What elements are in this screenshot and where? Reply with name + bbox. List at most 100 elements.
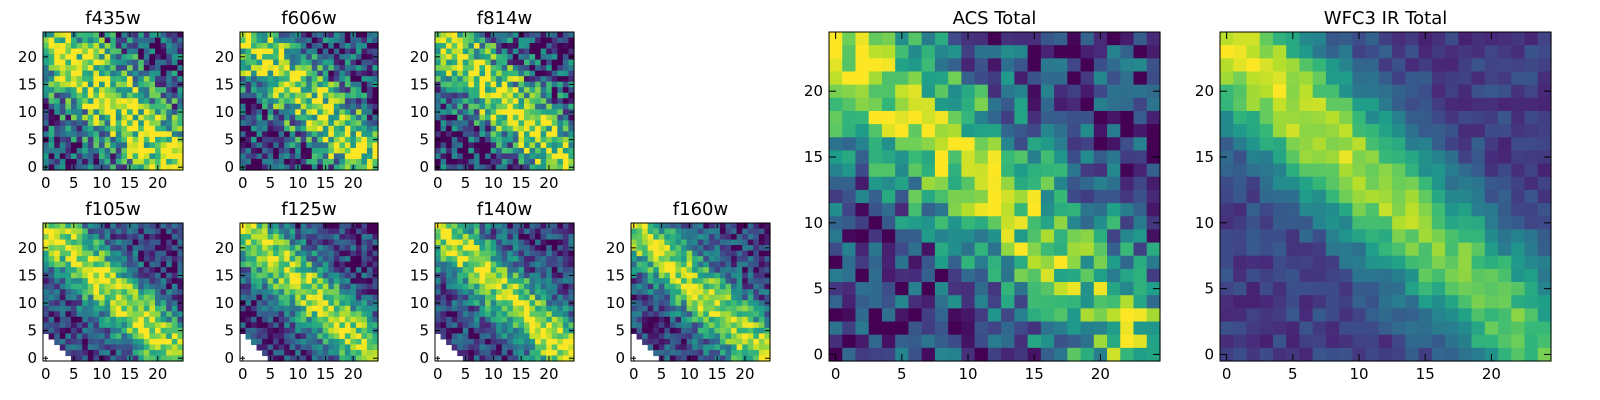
heatmap-cell (485, 147, 492, 155)
heatmap-cell (322, 43, 329, 50)
heatmap-cell (160, 261, 167, 268)
heatmap-cell (93, 153, 100, 160)
heatmap-cell (1146, 97, 1161, 112)
heatmap-cell (295, 267, 302, 274)
x-tick-label: 5 (657, 365, 667, 383)
heatmap-cell (339, 114, 346, 121)
heatmap-cell (658, 272, 665, 279)
heatmap-cell (48, 81, 55, 88)
heatmap-cell (132, 272, 139, 279)
heatmap-cell (322, 142, 329, 149)
heatmap-cell (462, 103, 469, 110)
heatmap-cell (295, 250, 302, 257)
heatmap-cell (48, 272, 55, 279)
heatmap-cell (350, 142, 357, 149)
heatmap-cell (1093, 203, 1108, 217)
heatmap-cell (523, 261, 531, 268)
heatmap-cell (496, 311, 503, 318)
heatmap-cell (697, 250, 704, 257)
heatmap-cell (642, 322, 649, 329)
heatmap-cell (328, 37, 335, 44)
heatmap-cell (121, 92, 128, 99)
heatmap-cell (523, 289, 531, 296)
heatmap-cell (473, 344, 481, 351)
heatmap-cell (344, 98, 351, 105)
heatmap-cell (160, 109, 167, 116)
heatmap-cell (104, 344, 111, 351)
heatmap-cell (306, 76, 313, 83)
heatmap-cell (546, 327, 553, 334)
heatmap-cell (446, 65, 453, 72)
heatmap-cell (473, 355, 481, 362)
heatmap-cell (300, 256, 307, 263)
heatmap-cell (59, 234, 66, 241)
heatmap-cell (355, 283, 363, 290)
heatmap-cell (104, 142, 111, 149)
heatmap-cell (262, 109, 269, 116)
heatmap-cell (642, 333, 649, 340)
heatmap-cell (551, 92, 558, 99)
heatmap-cell (110, 76, 117, 83)
heatmap-cell (328, 114, 335, 121)
heatmap-cell (278, 300, 285, 307)
heatmap-cell (333, 223, 340, 230)
heatmap-cell (99, 114, 106, 121)
heatmap-cell (742, 305, 749, 312)
heatmap-cell (764, 316, 771, 323)
heatmap-cell (507, 272, 514, 279)
heatmap-cell (714, 228, 721, 235)
heatmap-cell (653, 333, 660, 340)
heatmap-cell (311, 81, 318, 88)
heatmap-cell (664, 327, 671, 334)
heatmap-cell (54, 245, 61, 252)
heatmap-cell (568, 32, 575, 39)
y-tick-label: 10 (410, 294, 429, 312)
heatmap-cell (518, 283, 525, 290)
heatmap-cell (166, 322, 173, 329)
heatmap-cell (350, 338, 357, 346)
heatmap-cell (546, 43, 553, 50)
heatmap-cell (1107, 203, 1121, 217)
heatmap-cell (512, 54, 519, 61)
heatmap-cell (160, 278, 167, 285)
heatmap-cell (658, 311, 665, 318)
heatmap-cell (934, 71, 949, 86)
heatmap-cell (361, 125, 368, 132)
heatmap-cell (110, 120, 117, 127)
heatmap-cell (1040, 216, 1055, 230)
heatmap-cell (557, 338, 564, 346)
heatmap-cell (300, 245, 307, 252)
heatmap-cell (961, 242, 976, 257)
heatmap-cell (512, 289, 519, 296)
heatmap-cell (350, 131, 357, 138)
heatmap-cell (160, 120, 167, 127)
heatmap-cell (245, 250, 252, 257)
heatmap-cell (753, 289, 760, 296)
heatmap-cell (361, 327, 368, 334)
heatmap-cell (747, 234, 754, 241)
heatmap-cell (284, 142, 291, 149)
heatmap-cell (278, 267, 285, 274)
heatmap-cell (115, 311, 122, 318)
heatmap-cell (284, 234, 291, 241)
heatmap-cell (714, 283, 721, 290)
heatmap-cell (273, 349, 280, 357)
heatmap-cell (1014, 203, 1029, 217)
heatmap-cell (974, 189, 989, 204)
heatmap-cell (479, 32, 486, 39)
heatmap-cell (540, 283, 547, 290)
heatmap-cell (93, 305, 100, 312)
heatmap-cell (99, 333, 106, 340)
heatmap-cell (278, 92, 285, 99)
heatmap-cell (562, 294, 570, 301)
heatmap-cell (1146, 45, 1161, 59)
heatmap-cell (328, 59, 335, 66)
heatmap-cell (273, 261, 280, 268)
heatmap-cell (132, 70, 139, 77)
heatmap-cell (171, 76, 178, 83)
heatmap-cell (681, 322, 688, 329)
heatmap-cell (855, 84, 870, 99)
heatmap-cell (361, 333, 368, 340)
heatmap-cell (669, 349, 677, 357)
heatmap-cell (512, 142, 519, 149)
